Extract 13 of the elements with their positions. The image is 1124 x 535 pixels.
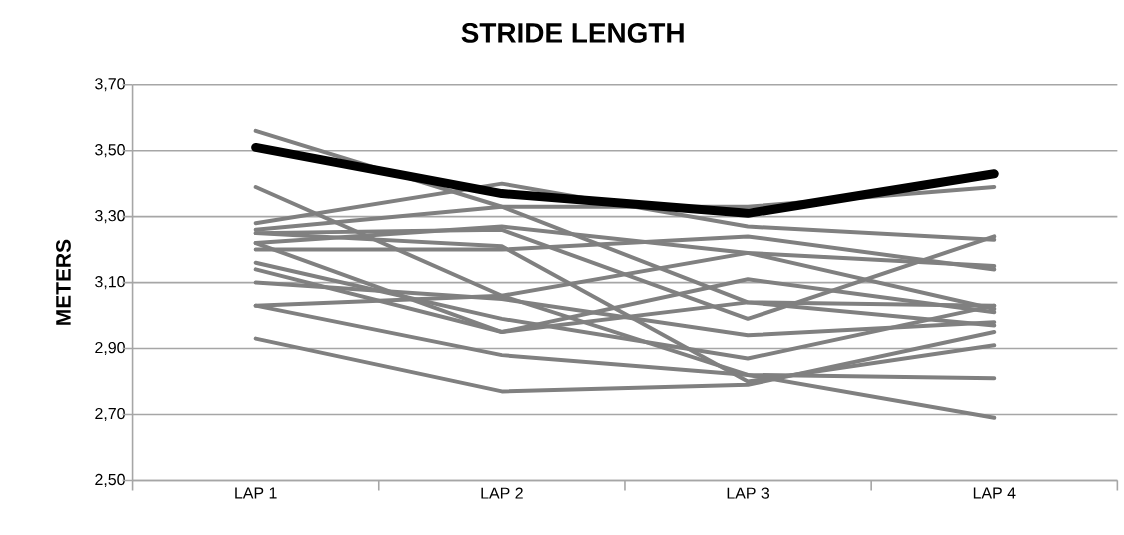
y-tick-label: 3,30 [95, 209, 125, 224]
y-tick-label: 2,90 [95, 341, 125, 355]
y-axis-title: METERS [56, 239, 71, 325]
y-tick-label: 3,70 [95, 78, 125, 92]
x-tick-label: LAP 4 [973, 487, 1016, 499]
y-tick-label: 2,50 [95, 473, 125, 487]
x-tick-label: LAP 3 [727, 487, 770, 499]
y-tick-label: 3,10 [95, 275, 125, 290]
x-tick-label: LAP 2 [481, 487, 523, 499]
y-tick-label: 3,50 [95, 143, 125, 158]
chart-title: STRIDE LENGTH [461, 22, 684, 43]
x-tick-label: LAP 1 [235, 487, 277, 499]
y-tick-label: 2,70 [95, 407, 125, 421]
